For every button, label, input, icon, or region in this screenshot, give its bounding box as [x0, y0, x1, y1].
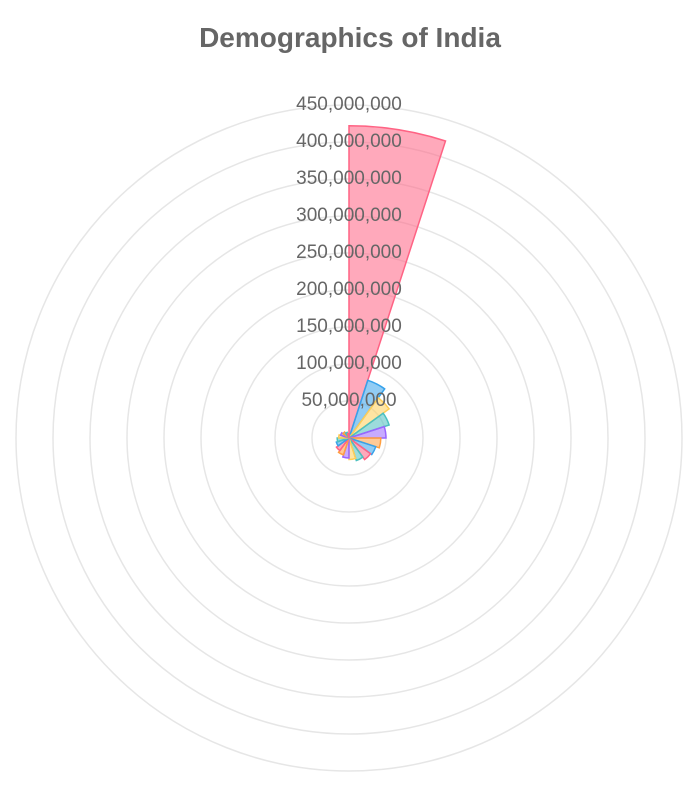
radial-tick-label: 50,000,000 — [301, 390, 396, 411]
radial-tick-label: 150,000,000 — [296, 316, 402, 337]
radial-tick-label: 400,000,000 — [296, 131, 402, 152]
slices — [335, 124, 447, 462]
radial-tick-label: 250,000,000 — [296, 242, 402, 263]
polar-slice[interactable] — [348, 437, 372, 461]
radial-tick-label: 350,000,000 — [296, 168, 402, 189]
polar-slice[interactable] — [348, 437, 357, 461]
grid-ring — [15, 104, 683, 772]
polar-slice[interactable] — [348, 124, 447, 439]
chart-title: Demographics of India — [199, 22, 501, 53]
polar-slice[interactable] — [348, 379, 386, 439]
radial-tick-label: 450,000,000 — [296, 94, 402, 115]
polar-slice[interactable] — [348, 437, 364, 462]
radial-tick-label: 300,000,000 — [296, 205, 402, 226]
radial-tick-label: 200,000,000 — [296, 279, 402, 300]
radial-tick-labels: 50,000,000 100,000,000 150,000,000 200,000,… — [296, 94, 402, 411]
polar-slice[interactable] — [348, 425, 387, 439]
polar-slice[interactable] — [346, 432, 350, 439]
polar-slice[interactable] — [335, 437, 350, 447]
polar-slice[interactable] — [348, 396, 391, 439]
polar-slice[interactable] — [336, 437, 350, 443]
polar-slice[interactable] — [348, 412, 391, 439]
radial-tick-label: 100,000,000 — [296, 353, 402, 374]
